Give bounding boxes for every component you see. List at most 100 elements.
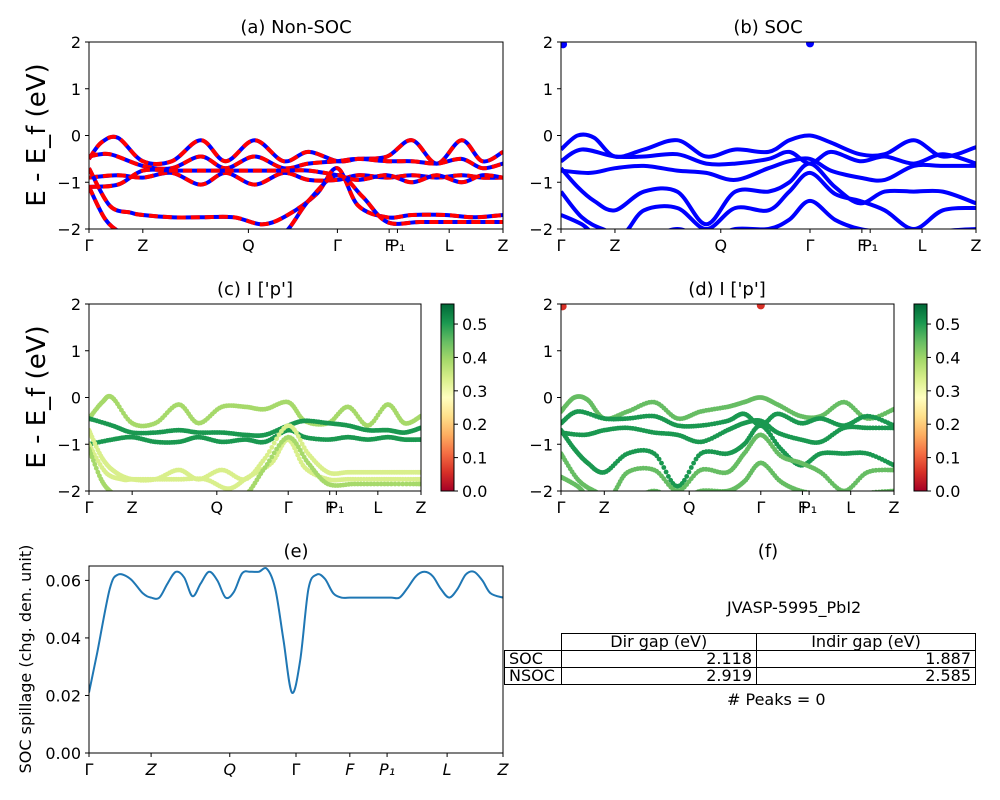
band-dot xyxy=(693,456,699,462)
band-dot xyxy=(615,499,620,504)
x-tick-label: P₁ xyxy=(379,760,395,779)
x-tick-label: P₁ xyxy=(328,498,344,517)
band-dot xyxy=(590,497,595,502)
x-tick-label: F xyxy=(857,236,866,255)
x-tick-label: P₁ xyxy=(801,498,817,517)
x-tick-label: F xyxy=(345,760,355,779)
band-dot xyxy=(89,454,95,460)
band-dot xyxy=(269,454,275,460)
band-dot xyxy=(407,481,413,487)
band-dot xyxy=(682,477,687,483)
band-dot xyxy=(664,493,669,498)
table-row-label: SOC xyxy=(504,650,562,668)
band-dot xyxy=(832,496,837,501)
x-tick-label: Q xyxy=(714,236,727,255)
band-dot xyxy=(619,499,624,504)
colorbar-tick-label: 0.5 xyxy=(462,315,487,334)
spillage-line xyxy=(89,567,503,694)
band-dot xyxy=(418,413,421,419)
band-dot xyxy=(236,498,241,503)
x-tick-label: Z xyxy=(137,236,148,255)
band-line xyxy=(89,167,503,189)
band-dot xyxy=(274,436,279,442)
band-dot xyxy=(656,489,662,491)
table-row-label: NSOC xyxy=(504,667,562,685)
band-dot xyxy=(588,496,593,501)
x-tick-label: Q xyxy=(683,498,696,517)
band-dot xyxy=(634,495,639,500)
band-dot xyxy=(834,496,839,501)
band-dot xyxy=(183,494,188,499)
table-row: SOC 2.118 1.887 xyxy=(504,650,976,668)
panel-b-title: (b) SOC xyxy=(733,17,802,38)
band-dot xyxy=(264,462,270,467)
band-point xyxy=(561,42,568,49)
band-dot xyxy=(293,449,299,454)
colorbar-d: 0.5 0.4 0.3 0.2 0.1 0.0 xyxy=(913,303,960,501)
panel-e-title: (e) xyxy=(283,541,308,562)
colorbar-c: 0.5 0.4 0.3 0.2 0.1 0.0 xyxy=(440,303,487,501)
panel-a-plot: 210−1−2Γ Z Q Γ FP₁ L Z xyxy=(57,33,508,255)
band-dot xyxy=(203,498,208,503)
y-tick-label: 2 xyxy=(71,295,81,314)
band-dot xyxy=(628,497,633,502)
band-dot xyxy=(418,469,421,475)
band-point xyxy=(756,304,765,310)
y-tick-label: 0.02 xyxy=(45,686,81,705)
band-dot xyxy=(361,481,367,487)
band-dot xyxy=(622,498,627,503)
panel-d-title: (d) I ['p'] xyxy=(688,279,766,300)
y-axis-label-top: E - E_f (eV) xyxy=(22,63,52,206)
panel-f-title: (f) xyxy=(758,541,778,562)
svg-text:SOC spillage (chg. den. unit): SOC spillage (chg. den. unit) xyxy=(16,545,35,774)
band-line xyxy=(561,156,976,183)
x-tick-label: Γ xyxy=(557,236,566,255)
band-dot xyxy=(93,465,99,471)
band-dot xyxy=(656,456,662,462)
band-dot xyxy=(358,481,364,487)
band-dot xyxy=(230,501,235,506)
table-header-dir-gap: Dir gap (eV) xyxy=(560,633,758,651)
band-dot xyxy=(599,492,604,497)
x-tick-label: Γ xyxy=(806,236,815,255)
x-tick-label: Z xyxy=(971,236,982,255)
colorbar-tick-label: 0.4 xyxy=(935,348,960,367)
y-tick-label: 1 xyxy=(543,342,553,361)
band-dot xyxy=(688,465,694,470)
band-dot xyxy=(176,495,181,500)
plot-frame xyxy=(88,565,504,754)
colorbar-tick-label: 0.0 xyxy=(935,482,960,501)
y-tick-label: −2 xyxy=(529,482,553,501)
y-tick-label: 2 xyxy=(543,33,553,52)
y-tick-label: 1 xyxy=(71,80,81,99)
band-dot xyxy=(368,481,374,487)
band-dot xyxy=(891,406,894,412)
svg-text:E - E_f (eV): E - E_f (eV) xyxy=(22,325,52,468)
y-tick-label: 2 xyxy=(543,295,553,314)
y-tick-label: −2 xyxy=(529,220,553,239)
x-tick-label: Q xyxy=(211,498,224,517)
band-dot xyxy=(661,492,666,497)
band-dot xyxy=(144,504,149,509)
x-tick-label: Γ xyxy=(557,498,566,517)
table-cell-dir: 2.118 xyxy=(560,650,758,668)
band-dot xyxy=(92,462,98,467)
panel-e-plot: 0.060.040.020.00Γ Z Q Γ F P₁ L Z xyxy=(45,565,510,779)
band-dot xyxy=(180,494,185,499)
y-axis-label-spillage: SOC spillage (chg. den. unit) xyxy=(16,545,35,774)
band-line xyxy=(561,147,976,167)
table-row: NSOC 2.919 2.585 xyxy=(504,667,976,685)
x-tick-label: Γ xyxy=(284,498,293,517)
band-dot xyxy=(860,492,865,497)
y-tick-label: 1 xyxy=(71,342,81,361)
band-dot xyxy=(639,493,644,498)
spillage-series xyxy=(89,567,503,694)
band-dot xyxy=(625,498,630,503)
band-dot xyxy=(838,498,843,503)
band-dot xyxy=(661,465,667,470)
x-tick-label: P₁ xyxy=(389,236,405,255)
band-dot xyxy=(232,500,237,505)
colorbar-tick-label: 0.5 xyxy=(935,315,960,334)
band-dot xyxy=(271,450,277,456)
